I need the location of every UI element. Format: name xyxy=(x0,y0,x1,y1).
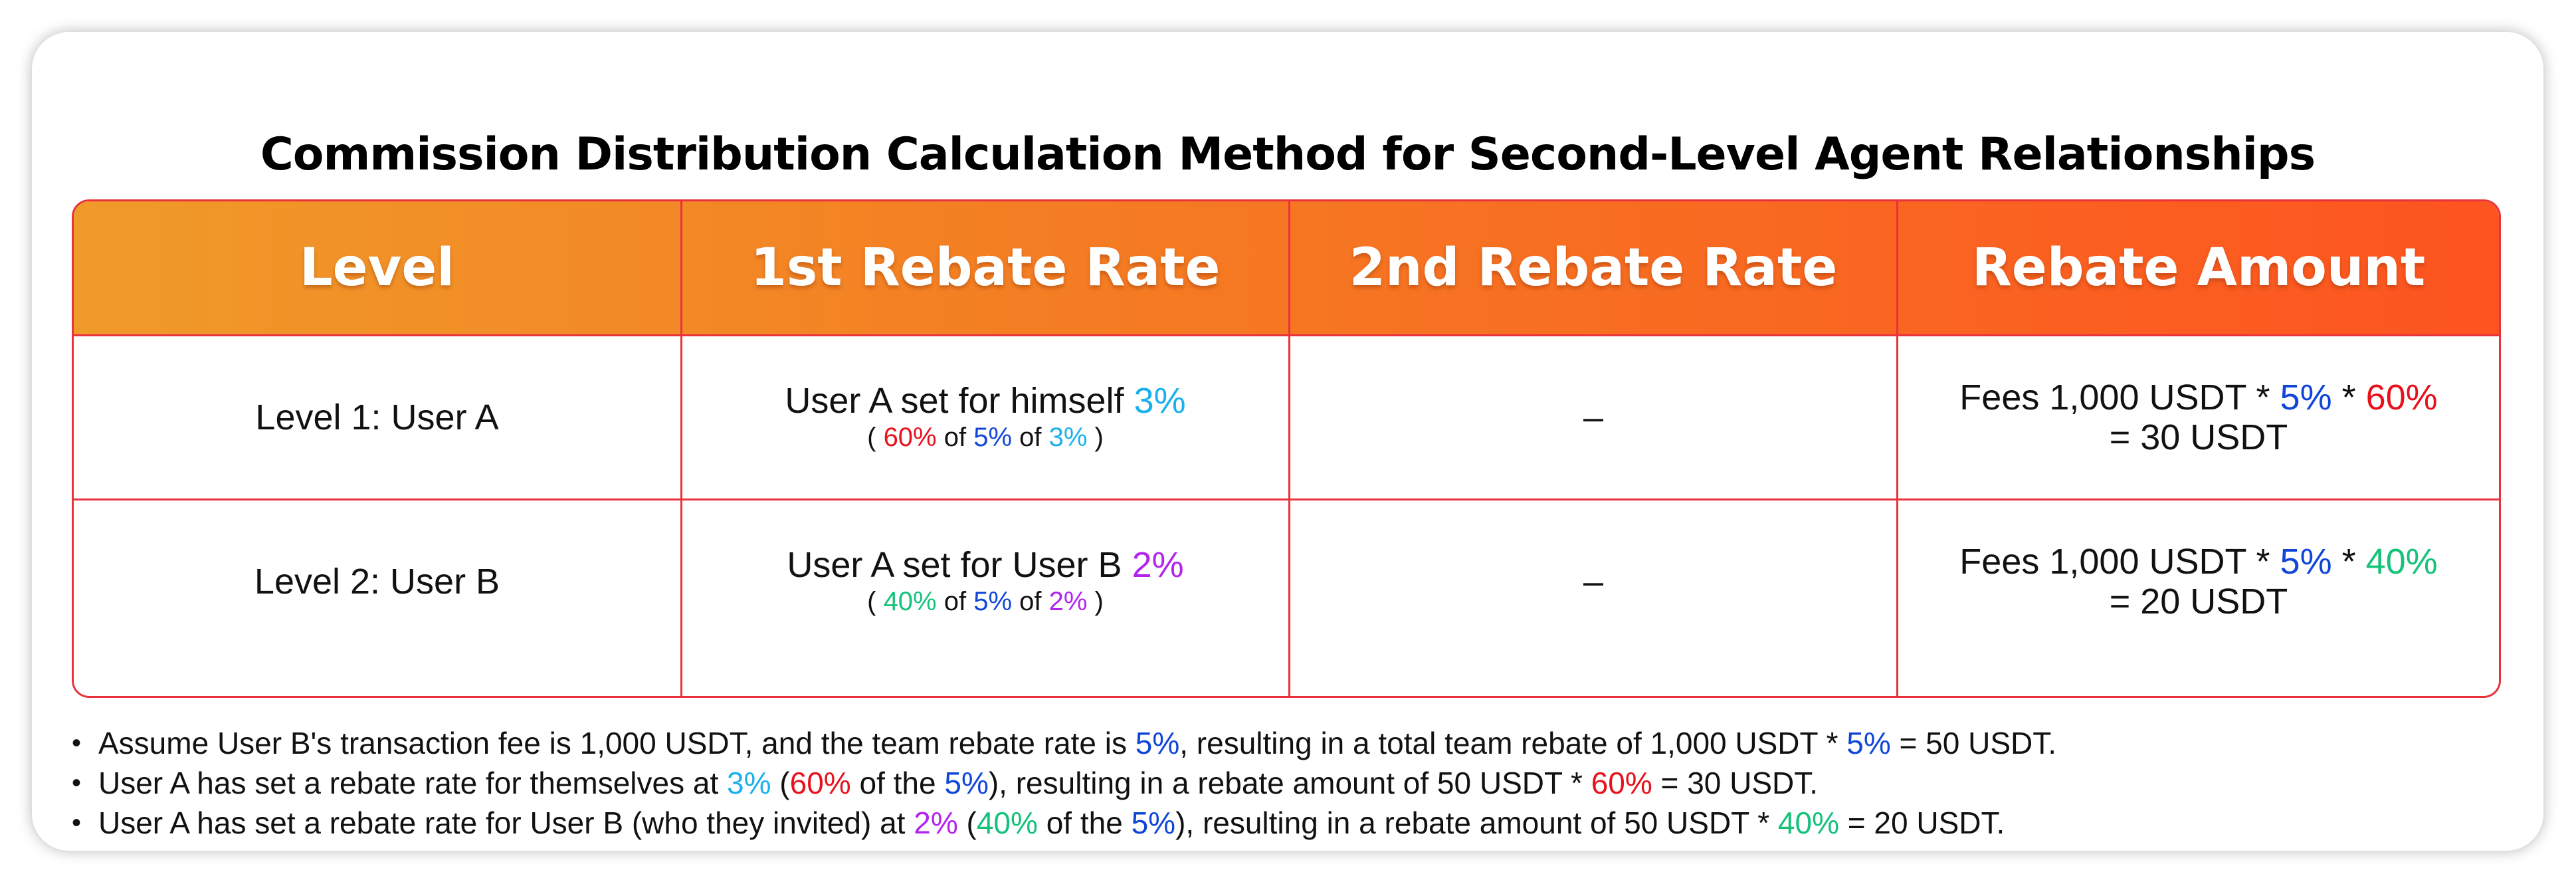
note-text: , resulting in a total team rebate of 1,… xyxy=(1179,726,1847,760)
first-rate-text: User A set for himself xyxy=(785,381,1134,421)
detail-team-rate: 5% xyxy=(973,587,1013,616)
first-rate-detail: ( 60% of 5% of 3% ) xyxy=(867,421,1104,454)
note-text: = 20 USDT. xyxy=(1838,806,2005,840)
column-divider xyxy=(1896,201,1898,696)
commission-table: Level 1st Rebate Rate 2nd Rebate Rate Re… xyxy=(72,199,2501,698)
note-text: Assume User B's transaction fee is 1,000… xyxy=(98,726,1136,760)
note-text: ( xyxy=(957,806,977,840)
note-text: = 30 USDT. xyxy=(1652,766,1819,800)
notes-list: Assume User B's transaction fee is 1,000… xyxy=(72,723,2464,843)
note-share: 60% xyxy=(789,766,851,800)
amount-team-rate: 5% xyxy=(2280,542,2332,582)
amount-team-rate: 5% xyxy=(2280,378,2332,417)
level-label: Level 1: User A xyxy=(255,397,499,437)
first-rate-value: 3% xyxy=(1134,381,1186,421)
note-item-3: User A has set a rebate rate for User B … xyxy=(72,803,2464,843)
table-row-1-level: Level 1: User A xyxy=(74,336,680,498)
detail-share: 40% xyxy=(883,587,937,616)
header-first-rebate-rate: 1st Rebate Rate xyxy=(750,238,1221,298)
detail-rate: 3% xyxy=(1048,423,1088,452)
note-item-1: Assume User B's transaction fee is 1,000… xyxy=(72,723,2464,763)
note-text: ), resulting in a rebate amount of 50 US… xyxy=(988,766,1591,800)
detail-open: ( xyxy=(867,423,884,452)
first-rate-line: User A set for himself 3% xyxy=(785,381,1185,421)
column-divider xyxy=(680,201,682,696)
column-divider xyxy=(1288,201,1290,696)
detail-open: ( xyxy=(867,587,884,616)
note-team-rate: 5% xyxy=(1135,726,1180,760)
second-rate-value: – xyxy=(1583,562,1604,602)
header-second-rebate-rate: 2nd Rebate Rate xyxy=(1349,238,1838,298)
header-level: Level xyxy=(299,238,455,298)
table-row-2-first-rate: User A set for User B 2% ( 40% of 5% of … xyxy=(682,500,1288,663)
detail-of: of xyxy=(936,423,974,452)
note-text: of the xyxy=(1037,806,1132,840)
amount-result: = 20 USDT xyxy=(2109,582,2288,621)
table-header: Level 1st Rebate Rate 2nd Rebate Rate Re… xyxy=(74,201,2499,334)
table-row-2-second-rate: – xyxy=(1290,500,1896,663)
note-text: User A has set a rebate rate for User B … xyxy=(98,806,914,840)
amount-formula: Fees 1,000 USDT * 5% * 40% xyxy=(1959,542,2437,582)
note-text: ), resulting in a rebate amount of 50 US… xyxy=(1175,806,1778,840)
table-row-1-second-rate: – xyxy=(1290,336,1896,498)
note-text: of the xyxy=(850,766,945,800)
note-text: ( xyxy=(771,766,790,800)
amount-mult: * xyxy=(2331,378,2366,417)
table-row-2-amount: Fees 1,000 USDT * 5% * 40% = 20 USDT xyxy=(1898,500,2499,663)
amount-formula: Fees 1,000 USDT * 5% * 60% xyxy=(1959,378,2437,417)
amount-result: = 30 USDT xyxy=(2109,417,2288,457)
row-divider xyxy=(74,498,2499,500)
note-rate: 2% xyxy=(914,806,958,840)
note-share: 40% xyxy=(1777,806,1839,840)
amount-mult: * xyxy=(2331,542,2366,582)
table-row-1-first-rate: User A set for himself 3% ( 60% of 5% of… xyxy=(682,336,1288,498)
header-rebate-amount: Rebate Amount xyxy=(1971,238,2426,298)
note-team-rate: 5% xyxy=(1846,726,1891,760)
detail-of: of xyxy=(1012,587,1049,616)
first-rate-value: 2% xyxy=(1132,545,1184,585)
note-team-rate: 5% xyxy=(944,766,989,800)
detail-rate: 2% xyxy=(1048,587,1088,616)
detail-close: ) xyxy=(1087,423,1104,452)
info-card: Commission Distribution Calculation Meth… xyxy=(32,32,2543,851)
note-text: User A has set a rebate rate for themsel… xyxy=(98,766,728,800)
detail-of: of xyxy=(936,587,974,616)
amount-share: 40% xyxy=(2365,542,2438,582)
detail-team-rate: 5% xyxy=(973,423,1013,452)
level-label: Level 2: User B xyxy=(254,562,500,602)
table-row-2-level: Level 2: User B xyxy=(74,500,680,663)
note-rate: 3% xyxy=(727,766,771,800)
amount-prefix: Fees 1,000 USDT * xyxy=(1959,542,2280,582)
note-item-2: User A has set a rebate rate for themsel… xyxy=(72,763,2464,803)
detail-of: of xyxy=(1012,423,1049,452)
first-rate-line: User A set for User B 2% xyxy=(787,545,1183,585)
row-divider xyxy=(74,334,2499,336)
note-team-rate: 5% xyxy=(1131,806,1176,840)
table-row-1-amount: Fees 1,000 USDT * 5% * 60% = 30 USDT xyxy=(1898,336,2499,498)
page-title: Commission Distribution Calculation Meth… xyxy=(260,128,2316,181)
detail-close: ) xyxy=(1087,587,1104,616)
note-text: = 50 USDT. xyxy=(1890,726,2057,760)
second-rate-value: – xyxy=(1583,397,1604,437)
first-rate-detail: ( 40% of 5% of 2% ) xyxy=(867,585,1104,618)
detail-share: 60% xyxy=(883,423,937,452)
first-rate-text: User A set for User B xyxy=(787,545,1132,585)
note-share: 40% xyxy=(976,806,1038,840)
amount-share: 60% xyxy=(2365,378,2438,417)
note-share: 60% xyxy=(1591,766,1652,800)
amount-prefix: Fees 1,000 USDT * xyxy=(1959,378,2280,417)
